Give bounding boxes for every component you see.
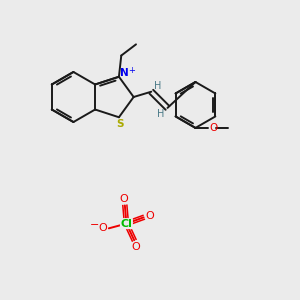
Text: +: + (128, 66, 135, 75)
Text: H: H (154, 81, 161, 91)
Text: O: O (119, 194, 128, 204)
Text: O: O (146, 211, 154, 221)
Text: S: S (116, 119, 123, 129)
Text: N: N (120, 68, 129, 78)
Text: O: O (209, 123, 217, 133)
Text: Cl: Cl (121, 219, 132, 229)
Text: O: O (131, 242, 140, 252)
Text: H: H (157, 110, 165, 119)
Text: −: − (90, 220, 99, 230)
Text: O: O (98, 223, 107, 233)
